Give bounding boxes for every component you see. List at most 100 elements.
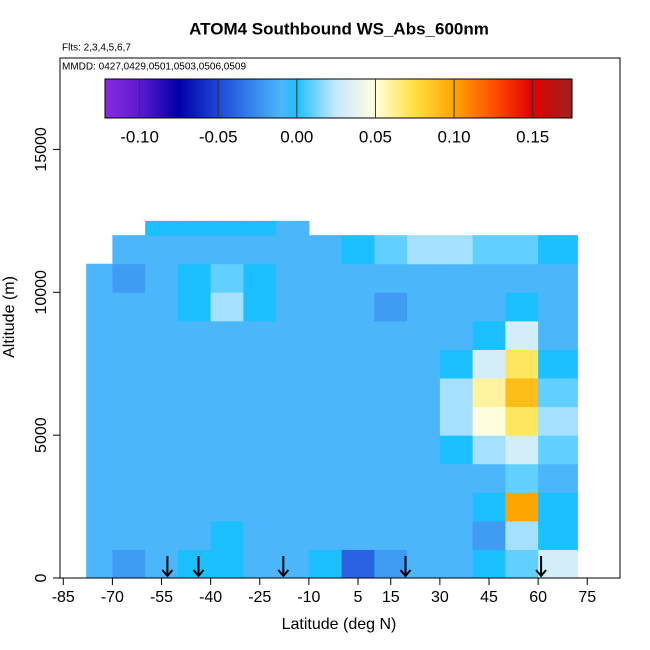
y-tick-label: 5000 — [33, 417, 50, 453]
heat-cell — [112, 349, 146, 379]
heat-cell — [308, 492, 343, 522]
heat-cell — [112, 549, 146, 579]
heat-cell — [341, 549, 375, 579]
arrow-head — [535, 569, 547, 578]
heat-cell — [86, 349, 113, 379]
x-tick-label: -70 — [101, 589, 124, 606]
heat-cell — [472, 349, 506, 379]
x-tick-label: 60 — [529, 589, 547, 606]
heat-cell — [86, 520, 113, 550]
x-tick-label: -85 — [52, 589, 75, 606]
subtitle: Flts: 2,3,4,5,6,7 — [62, 43, 131, 54]
heat-cell — [439, 292, 474, 322]
heat-cell — [276, 349, 310, 379]
heat-cell — [177, 463, 212, 493]
heat-cell — [472, 549, 506, 579]
heat-cell — [145, 378, 179, 408]
heat-cell — [341, 492, 375, 522]
heat-cell — [112, 406, 146, 436]
heat-cell — [276, 435, 310, 465]
heat-cell — [407, 463, 441, 493]
x-tick-label: 75 — [578, 589, 596, 606]
x-tick-label: -25 — [248, 589, 271, 606]
heat-cell — [86, 378, 113, 408]
x-tick-label: -55 — [150, 589, 173, 606]
heat-cell — [439, 406, 474, 436]
heat-cell — [538, 520, 578, 550]
heat-cell — [177, 220, 212, 236]
colorbar-tick-label: -0.05 — [199, 127, 238, 146]
arrow-head — [192, 569, 205, 578]
heat-cell — [538, 549, 578, 579]
heat-cell — [374, 292, 408, 322]
heat-cell — [177, 320, 212, 350]
heat-cell — [505, 549, 539, 579]
heat-cell — [243, 549, 277, 579]
colorbar — [104, 78, 573, 119]
heat-cell — [210, 263, 244, 293]
heat-cell — [374, 349, 408, 379]
heat-cell — [145, 492, 179, 522]
heat-cell — [472, 263, 506, 293]
heat-cell — [243, 520, 277, 550]
heat-cell — [308, 378, 343, 408]
heat-cell — [276, 378, 310, 408]
heat-cell — [341, 235, 375, 265]
heat-cell — [407, 320, 441, 350]
y-tick-label: 15000 — [33, 127, 50, 172]
heat-cell — [210, 349, 244, 379]
heat-cell — [505, 263, 539, 293]
arrow — [399, 556, 412, 578]
heat-cell — [86, 549, 113, 579]
heat-cell — [86, 406, 113, 436]
heat-cell — [145, 263, 179, 293]
heat-cell — [374, 378, 408, 408]
heat-cell — [86, 263, 113, 293]
annotation: MMDD: 0427,0429,0501,0503,0506,0509 — [62, 62, 246, 73]
heat-cell — [276, 235, 310, 265]
heat-cell — [145, 520, 179, 550]
heat-cell — [112, 235, 146, 265]
heat-cell — [308, 549, 343, 579]
x-tick-label: 5 — [354, 589, 363, 606]
heat-cell — [407, 378, 441, 408]
heat-cell — [112, 263, 146, 293]
heat-cell — [86, 320, 113, 350]
heat-cell — [341, 378, 375, 408]
colorbar-tick-label: 0.10 — [438, 127, 471, 146]
heat-cell — [177, 235, 212, 265]
heat-cell — [276, 320, 310, 350]
heat-cell — [145, 349, 179, 379]
heat-cell — [177, 349, 212, 379]
heat-cell — [210, 549, 244, 579]
heat-cell — [439, 263, 474, 293]
heat-cell — [210, 220, 244, 236]
heat-cell — [505, 292, 539, 322]
heat-cell — [276, 292, 310, 322]
heat-cell — [407, 263, 441, 293]
heat-cell — [439, 549, 474, 579]
heat-cell — [112, 435, 146, 465]
heat-cell — [177, 492, 212, 522]
heat-cell — [276, 463, 310, 493]
heat-cell — [145, 463, 179, 493]
heat-cell — [243, 320, 277, 350]
heat-cell — [210, 292, 244, 322]
heat-cell — [407, 406, 441, 436]
heat-cell — [505, 378, 539, 408]
y-tick-label: 10000 — [33, 270, 50, 315]
heat-cell — [407, 492, 441, 522]
heat-cell — [472, 378, 506, 408]
heat-cell — [538, 435, 578, 465]
x-tick-label: 45 — [480, 589, 498, 606]
heat-cell — [308, 320, 343, 350]
arrow — [161, 556, 174, 578]
heat-cell — [308, 292, 343, 322]
heat-cell — [505, 463, 539, 493]
heat-cell — [308, 406, 343, 436]
heat-cell — [145, 220, 179, 236]
heat-cell — [538, 263, 578, 293]
heat-cell — [439, 463, 474, 493]
heat-cell — [538, 463, 578, 493]
